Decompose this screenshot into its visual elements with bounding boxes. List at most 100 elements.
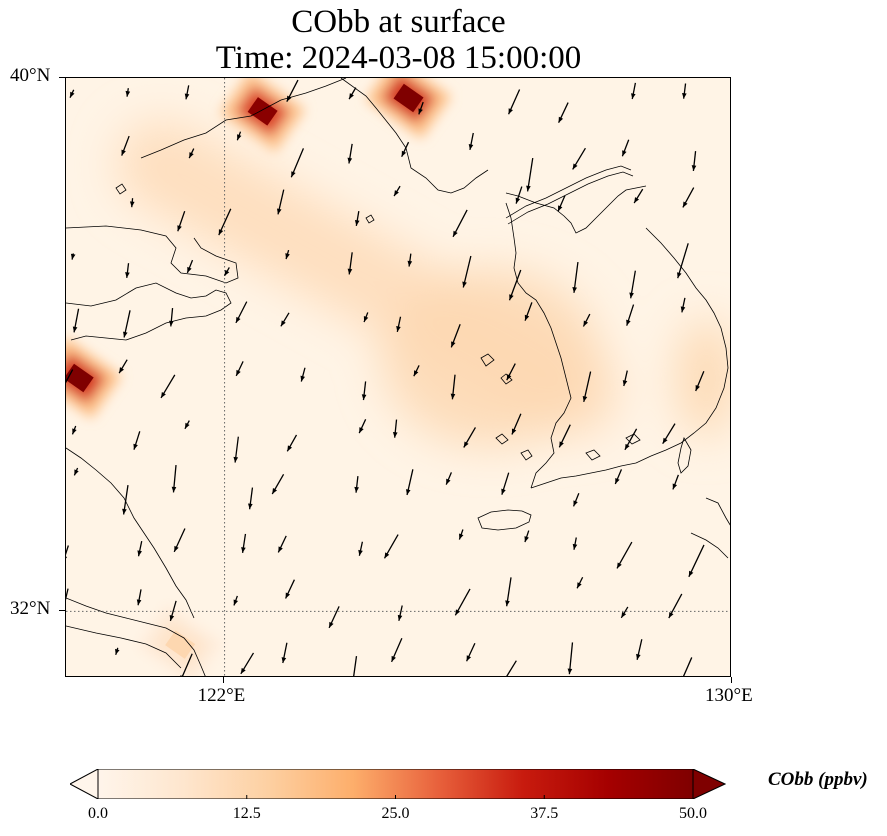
wind-arrow [71,425,77,435]
wind-arrow [348,87,357,100]
wind-arrow [636,639,643,660]
wind-arrow [393,185,401,197]
coastline-china-east [66,447,195,619]
lat-tick-mark [59,76,65,78]
wind-arrow [506,363,516,381]
map-panel[interactable] [65,77,731,677]
wind-arrow [463,427,476,448]
wind-arrow [501,472,510,495]
wind-arrow [233,595,239,606]
map-subtitle-time: Time: 2024-03-08 15:00:00 [215,40,582,76]
wind-arrow [118,359,128,374]
plume-east [676,318,730,438]
wind-arrow [129,198,135,208]
wind-arrow [582,313,591,327]
wind-arrow [358,419,367,434]
wind-arrow [353,656,358,676]
lat-tick-label: 32°N [10,598,51,620]
island-a [480,353,495,367]
concentration-field [116,119,730,448]
wind-arrow [180,653,193,676]
coastlines [66,78,730,676]
wind-arrow [572,262,579,293]
wind-arrow [465,642,476,662]
wind-arrow [66,545,69,559]
wind-arrow [69,89,75,98]
wind-arrow [286,79,299,102]
wind-arrow [622,370,628,387]
island-b [500,373,513,385]
wind-arrow [396,316,402,333]
wind-arrow [413,365,420,377]
wind-arrow [572,147,586,170]
wind-arrow [169,600,177,622]
wind-arrow [682,83,687,99]
lat-tick-label: 40°N [10,65,51,86]
hotspot-layer [66,78,452,676]
wind-arrow [524,530,530,543]
wind-arrow [681,657,693,676]
wind-arrow [354,476,359,493]
wind-arrow [300,367,306,382]
wind-arrow [169,308,174,327]
wind-arrow [235,301,248,324]
wind-arrow [186,259,194,274]
wind-arrow [73,467,79,476]
colorbar-extend-low [70,769,99,799]
wind-arrow [188,148,195,159]
wind-arrow [680,297,686,313]
island-c [495,433,509,445]
wind-arrow [526,157,534,192]
wind-arrow [122,485,129,515]
wind-arrow [281,642,288,664]
wind-arrow [506,660,517,676]
wind-arrow [626,304,635,326]
coastline-jeju [477,509,532,531]
wind-arrow [177,210,186,232]
wind-arrow [277,535,287,553]
wind-arrow [688,544,705,578]
wind-arrow [358,541,364,556]
island-e [585,449,601,461]
wind-arrow [236,131,242,141]
hotspot-1 [365,78,452,139]
wind-arrow [363,312,369,323]
wind-arrow [662,423,676,445]
wind-arrow [125,88,131,97]
coastline-korea-south-east [530,227,729,489]
wind-arrow [66,588,69,601]
colorbar-tick-label: 0.0 [88,805,108,822]
wind-arrow [582,371,592,403]
wind-arrow [218,208,232,236]
wind-arrow [285,249,290,260]
wind-arrow [450,374,456,400]
wind-arrow [567,642,574,675]
wind-arrow [347,252,353,275]
wind-arrow [572,537,578,550]
wind-arrow [511,413,522,435]
wind-arrow [507,89,521,115]
lon-tick-mark [223,677,225,683]
wind-arrow [682,187,695,208]
wind-arrow [173,528,186,553]
wind-arrow [248,487,254,510]
wind-arrow [614,469,623,485]
wind-arrow [397,605,403,621]
wind-arrow [407,253,413,267]
border-north-korea-a [505,165,632,219]
colorbar-extend-high [692,769,726,799]
wind-arrow [558,424,571,448]
wind-arrow [66,369,74,384]
lat-tick-mark [59,609,65,611]
wind-arrow [72,308,80,333]
wind-arrow [672,474,679,490]
island-d [520,449,533,461]
wind-arrow [572,493,580,507]
wind-arrow [620,606,629,619]
wind-arrow [668,593,683,619]
wind-arrow [392,419,398,438]
wind-arrow [276,189,285,215]
coastline-japan-south [690,532,729,559]
wind-arrow [137,541,143,557]
wind-arrow [115,647,120,655]
